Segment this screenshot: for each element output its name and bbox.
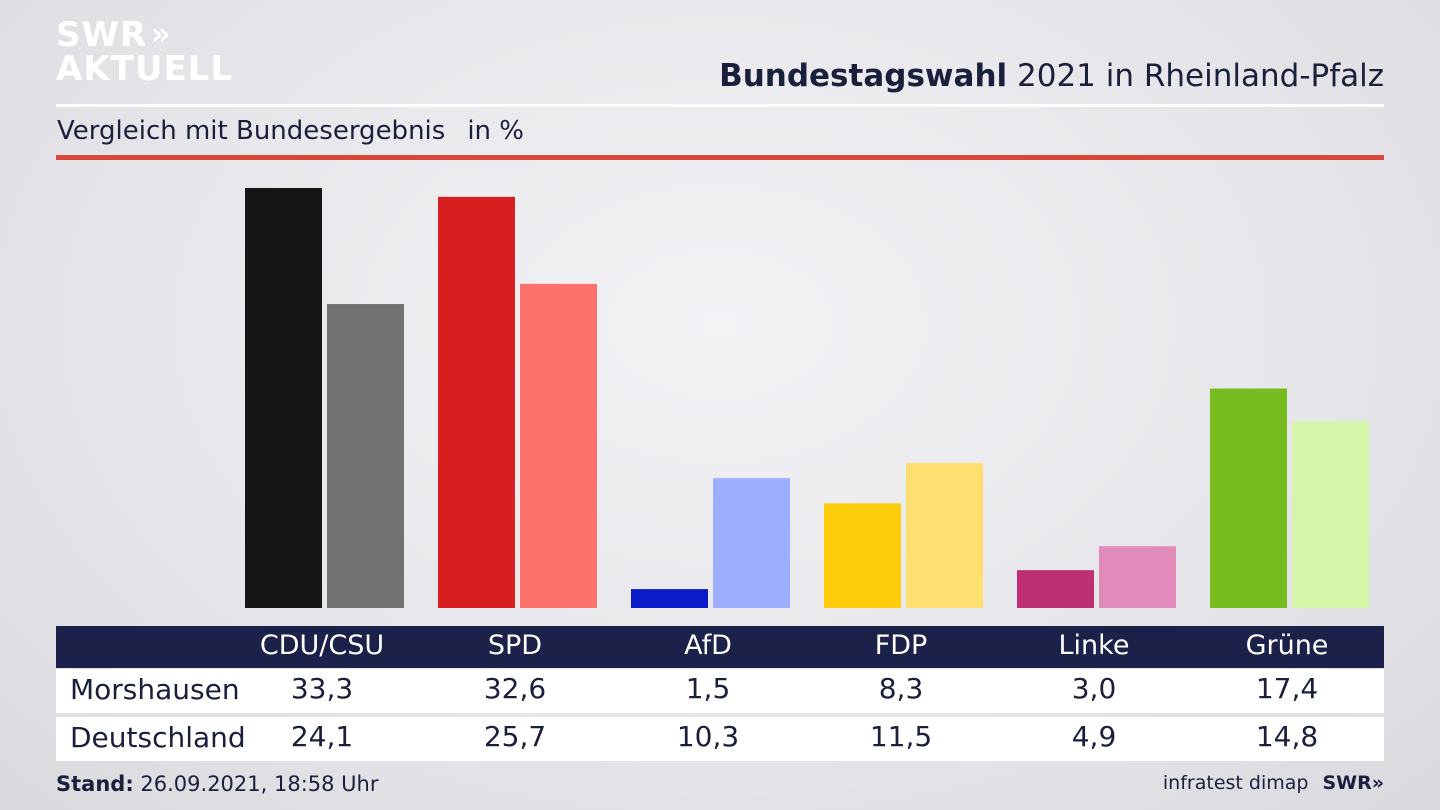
bar-linke-morshausen <box>1017 570 1094 608</box>
row-label: Morshausen <box>70 673 240 706</box>
column-header: CDU/CSU <box>259 630 385 661</box>
logo-aktuell-text: AKTUELL <box>56 49 234 89</box>
page-title: Bundestagswahl 2021 in Rheinland-Pfalz <box>719 58 1384 94</box>
table-cell: 32,6 <box>483 672 547 705</box>
bar-linke-deutschland <box>1099 546 1176 608</box>
table-cell: 33,3 <box>290 672 354 705</box>
title-bold: Bundestagswahl <box>719 58 1008 94</box>
table-cell: 24,1 <box>290 720 354 753</box>
source-text: infratest dimap <box>1162 772 1309 794</box>
column-header: Linke <box>1058 630 1130 661</box>
table-header: CDU/CSU SPD AfD FDP Linke Grüne <box>56 626 1384 668</box>
footer-source: infratest dimap SWR» <box>1163 772 1384 794</box>
table-cell: 11,5 <box>869 720 933 753</box>
table-cell: 14,8 <box>1255 720 1319 753</box>
table-cell: 4,9 <box>1071 720 1117 753</box>
title-rest: 2021 in Rheinland-Pfalz <box>1007 58 1384 94</box>
footer-timestamp: Stand: 26.09.2021, 18:58 Uhr <box>56 772 379 796</box>
bar-afd-morshausen <box>631 589 708 608</box>
table-row-deutschland: Deutschland 24,1 25,7 10,3 11,5 4,9 14,8 <box>56 717 1384 761</box>
stand-value: 26.09.2021, 18:58 Uhr <box>133 772 379 796</box>
table-cell: 3,0 <box>1071 672 1117 705</box>
column-header: FDP <box>874 630 928 661</box>
bar-afd-deutschland <box>713 478 790 608</box>
bar-chart <box>245 188 1369 608</box>
bar-fdp-deutschland <box>906 462 983 608</box>
stand-label: Stand: <box>56 772 134 796</box>
subtitle-text: Vergleich mit Bundesergebnis <box>57 116 446 146</box>
swr-brand-logo: SWR» <box>1322 772 1384 794</box>
bar-spd-deutschland <box>520 283 597 608</box>
row-label: Deutschland <box>70 721 246 754</box>
table-cell: 8,3 <box>878 672 924 705</box>
table-cell: 10,3 <box>676 720 740 753</box>
table-cell: 17,4 <box>1255 672 1319 705</box>
subtitle-divider <box>56 155 1384 160</box>
chart-subtitle: Vergleich mit Bundesergebnis in % <box>57 116 524 146</box>
table-cell: 1,5 <box>685 672 731 705</box>
header-divider <box>56 104 1384 107</box>
swr-aktuell-logo: SWR» AKTUELL <box>56 18 233 86</box>
column-header: SPD <box>487 630 543 661</box>
bar-cdu-csu-deutschland <box>327 304 404 608</box>
column-header: Grüne <box>1245 630 1329 661</box>
table-row-morshausen: Morshausen 33,3 32,6 1,5 8,3 3,0 17,4 <box>56 669 1384 713</box>
logo-swr-text: SWR <box>56 15 148 55</box>
bar-cdu-csu-morshausen <box>245 188 322 608</box>
bar-fdp-morshausen <box>824 503 901 608</box>
bar-spd-morshausen <box>438 196 515 608</box>
unit-label: in % <box>467 116 524 146</box>
bar-gr-ne-deutschland <box>1292 421 1369 608</box>
table-cell: 25,7 <box>483 720 547 753</box>
column-header: AfD <box>684 630 732 661</box>
bar-gr-ne-morshausen <box>1210 388 1287 608</box>
